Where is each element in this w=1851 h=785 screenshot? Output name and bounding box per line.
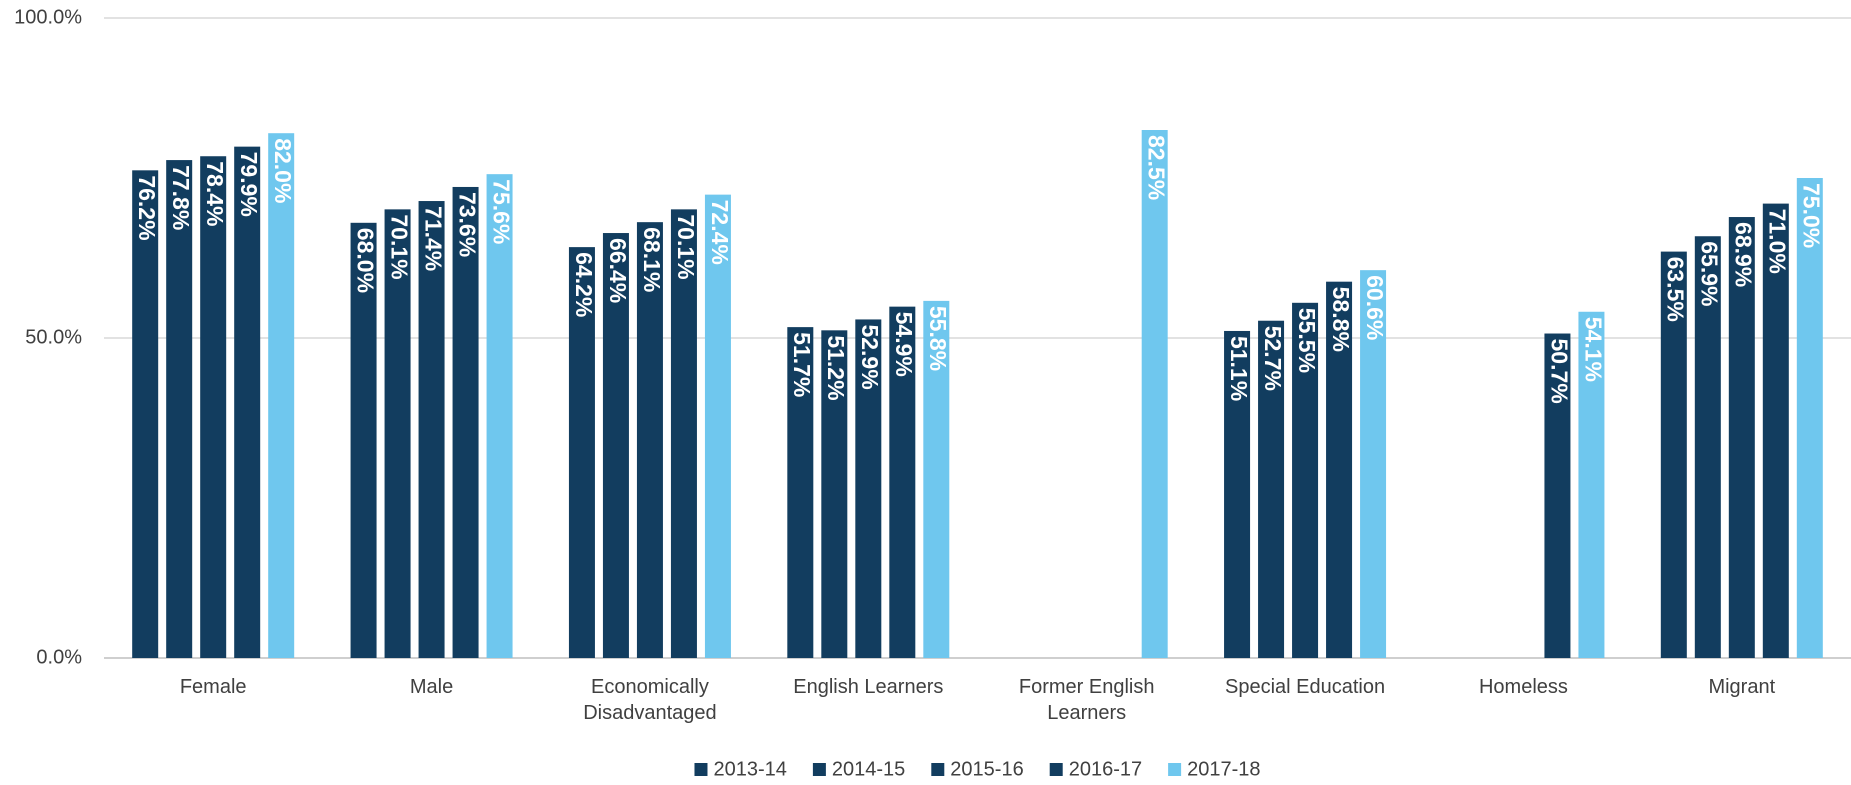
value-label: 79.9% <box>236 152 262 217</box>
bar <box>787 327 814 658</box>
bar <box>1694 236 1721 659</box>
x-tick-label: Homeless <box>1478 676 1568 698</box>
bar <box>923 300 950 658</box>
bar <box>268 133 295 658</box>
legend: 2013-14 2014-15 2015-16 2016-17 2017-18 <box>694 758 1261 780</box>
x-tick-label: Former English Learners <box>1018 676 1155 724</box>
value-label: 50.7% <box>1546 339 1572 404</box>
value-label: 77.8% <box>168 165 194 230</box>
legend-swatch <box>812 763 826 776</box>
value-label: 60.6% <box>1362 275 1388 340</box>
bar <box>418 201 445 659</box>
bar <box>1762 203 1789 658</box>
value-label: 68.1% <box>639 227 665 292</box>
legend-label: 2016-17 <box>1069 758 1142 780</box>
value-label: 72.4% <box>707 200 733 265</box>
value-label: 75.6% <box>488 179 514 244</box>
x-tick-label: Male <box>409 676 454 698</box>
value-label: 71.4% <box>420 206 446 271</box>
value-label: 51.7% <box>789 332 815 397</box>
value-label: 55.5% <box>1294 308 1320 373</box>
bar <box>855 319 882 658</box>
x-tick-label: Migrant <box>1708 676 1776 698</box>
bar <box>1544 333 1571 658</box>
legend-item: 2014-15 <box>812 758 905 780</box>
bar <box>132 170 159 658</box>
value-label: 82.5% <box>1144 135 1170 200</box>
x-tick-label: Special Education <box>1225 676 1386 698</box>
bar <box>1326 281 1353 658</box>
value-label: 68.0% <box>352 228 378 293</box>
bar <box>602 233 629 659</box>
bar <box>1224 330 1251 658</box>
value-label: 65.9% <box>1697 241 1723 306</box>
bar <box>889 306 916 658</box>
legend-label: 2017-18 <box>1187 758 1260 780</box>
value-label: 54.9% <box>891 312 917 377</box>
value-label: 52.7% <box>1260 326 1286 391</box>
value-label: 63.5% <box>1663 257 1689 322</box>
value-label: 71.0% <box>1765 209 1791 274</box>
legend-item: 2015-16 <box>931 758 1024 780</box>
bar <box>1660 251 1687 658</box>
x-tick-label: Economically Disadvantaged <box>583 676 717 724</box>
value-label: 75.0% <box>1799 183 1825 248</box>
legend-swatch <box>931 763 945 776</box>
legend-swatch <box>1168 763 1182 776</box>
value-label: 66.4% <box>605 238 631 303</box>
bar <box>200 156 227 659</box>
value-label: 68.9% <box>1731 222 1757 287</box>
value-label: 51.1% <box>1226 336 1252 401</box>
y-tick-label: 100.0% <box>14 6 82 28</box>
value-label: 51.2% <box>823 335 849 400</box>
bar <box>670 209 697 659</box>
value-label: 58.8% <box>1328 287 1354 352</box>
value-label: 70.1% <box>673 214 699 279</box>
bar <box>568 247 595 658</box>
legend-label: 2015-16 <box>950 758 1023 780</box>
legend-item: 2017-18 <box>1168 758 1261 780</box>
bar <box>234 146 261 658</box>
bar <box>1141 130 1168 658</box>
x-tick-label: English Learners <box>793 676 944 698</box>
value-label: 73.6% <box>454 192 480 257</box>
y-tick-label: 50.0% <box>25 326 82 348</box>
bar <box>486 174 513 658</box>
bar <box>1258 320 1285 658</box>
value-label: 70.1% <box>386 214 412 279</box>
x-tick-label: Female <box>179 676 247 698</box>
value-label: 55.8% <box>925 306 951 371</box>
legend-swatch <box>1049 763 1063 776</box>
y-tick-label: 0.0% <box>36 646 82 668</box>
bar <box>821 330 848 658</box>
bar <box>452 186 479 658</box>
bar <box>1360 270 1387 658</box>
bar <box>1578 311 1605 658</box>
bar <box>636 222 663 658</box>
legend-label: 2014-15 <box>832 758 905 780</box>
value-label: 82.0% <box>270 138 296 203</box>
bar <box>1796 178 1823 658</box>
legend-item: 2013-14 <box>694 758 787 780</box>
bar <box>166 160 193 658</box>
bar <box>384 209 411 659</box>
value-label: 78.4% <box>202 161 228 226</box>
bar <box>1292 302 1319 658</box>
value-label: 54.1% <box>1580 317 1606 382</box>
bar <box>350 222 377 659</box>
bar <box>1728 217 1755 659</box>
value-label: 64.2% <box>571 252 597 317</box>
bar <box>704 194 731 658</box>
legend-item: 2016-17 <box>1049 758 1142 780</box>
legend-label: 2013-14 <box>713 758 786 780</box>
value-label: 76.2% <box>134 175 160 240</box>
legend-swatch <box>694 763 708 776</box>
value-label: 52.9% <box>857 324 883 389</box>
